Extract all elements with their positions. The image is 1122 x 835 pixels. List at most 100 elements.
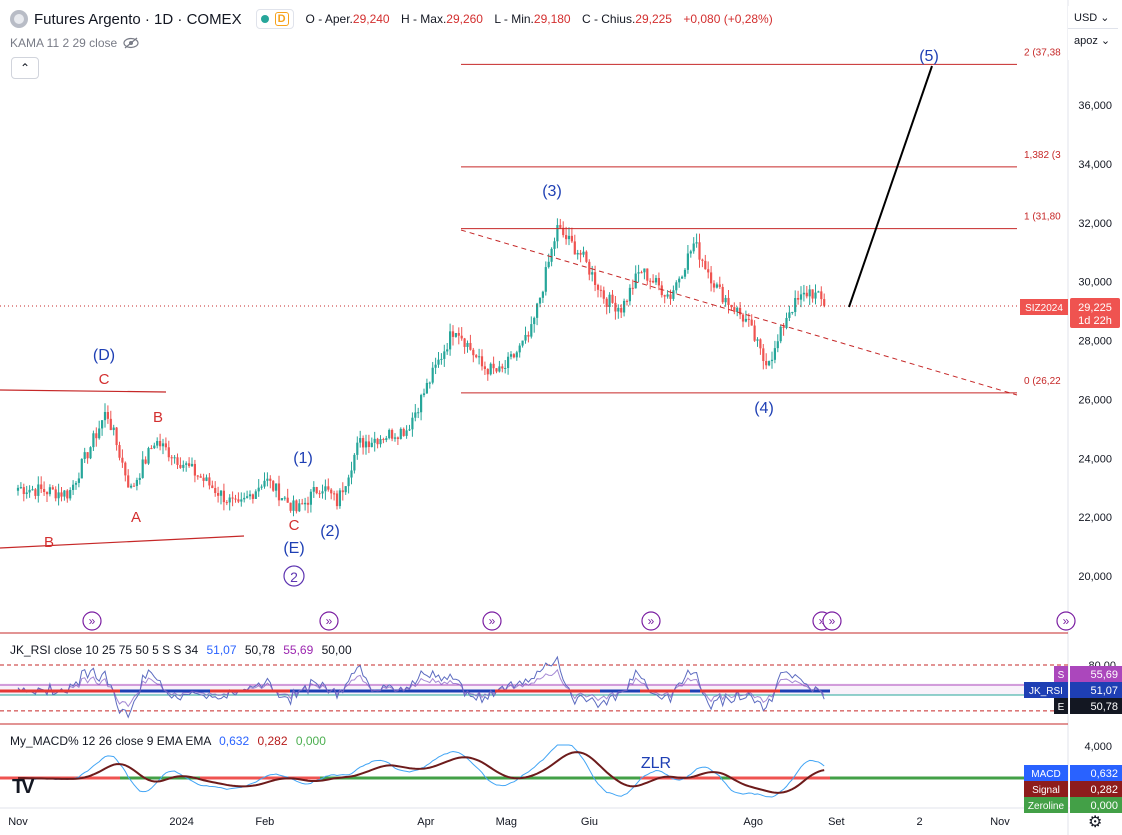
candle-body xyxy=(614,302,617,312)
price-tick-label: 24,000 xyxy=(1078,453,1112,465)
candle-body xyxy=(135,479,138,486)
gear-icon[interactable]: ⚙ xyxy=(1088,814,1103,831)
macd-value: 0,632 xyxy=(219,734,250,748)
macd-axis-label: 4,000 xyxy=(1084,741,1112,753)
candle-body xyxy=(678,278,681,283)
candle-body xyxy=(489,363,492,375)
candle-body xyxy=(164,443,167,448)
eye-hidden-icon[interactable] xyxy=(123,37,139,49)
candle-body xyxy=(298,503,301,512)
candle-body xyxy=(19,487,22,489)
candle-body xyxy=(669,294,672,299)
rsi-legend[interactable]: JK_RSI close 10 25 75 50 5 S S 34 51,07 … xyxy=(10,643,352,657)
candle-body xyxy=(156,440,159,446)
wave-label: B xyxy=(153,409,163,426)
candle-body xyxy=(460,335,463,339)
chart-header: Futures Argento · 1D · COMEX D O - Aper.… xyxy=(10,9,781,29)
candle-body xyxy=(533,317,536,325)
macd-legend[interactable]: My_MACD% 12 26 close 9 EMA EMA 0,632 0,2… xyxy=(10,734,326,748)
wave-label: B xyxy=(44,534,54,551)
candle-body xyxy=(547,261,550,268)
collapse-legend-button[interactable]: ⌃ xyxy=(11,57,39,79)
candle-body xyxy=(112,427,115,431)
candle-body xyxy=(576,252,579,255)
rsi-ema-value: 50,78 xyxy=(244,643,275,657)
candle-body xyxy=(567,235,571,240)
scale-mode-select[interactable]: apoz ⌄ xyxy=(1068,29,1118,51)
candle-body xyxy=(417,412,420,414)
symbol-title[interactable]: Futures Argento · 1D · COMEX xyxy=(34,10,242,28)
candle-body xyxy=(176,457,179,465)
macd-value-tag xyxy=(1070,797,1122,813)
candle-body xyxy=(512,354,515,358)
candle-body xyxy=(393,437,397,439)
rsi-tag-key-bg xyxy=(1054,666,1068,682)
kama-legend[interactable]: KAMA 11 2 29 close xyxy=(10,36,139,50)
fib-level-label: 2 (37,38 xyxy=(1024,47,1061,58)
candle-body xyxy=(411,417,414,430)
candle-body xyxy=(611,294,614,303)
candle-body xyxy=(660,285,663,296)
candle-body xyxy=(730,304,733,308)
candle-body xyxy=(185,463,188,465)
candle-body xyxy=(443,351,446,359)
candle-body xyxy=(486,369,489,375)
candle-body xyxy=(710,272,713,284)
event-marker-icon xyxy=(822,611,842,631)
candle-body xyxy=(402,428,405,436)
time-tick-label: Giu xyxy=(581,816,598,828)
candle-body xyxy=(396,437,399,439)
currency-select[interactable]: USD ⌄ xyxy=(1068,6,1118,28)
market-status-badge[interactable]: D xyxy=(255,9,294,29)
candle-body xyxy=(649,280,652,282)
candle-body xyxy=(301,503,304,505)
fib-level-label: 1,382 (3 xyxy=(1024,150,1061,161)
silver-symbol-icon xyxy=(10,10,28,28)
candle-body xyxy=(689,251,692,254)
candle-body xyxy=(408,429,411,431)
wave-label: (3) xyxy=(542,183,562,200)
signal-line xyxy=(17,751,825,794)
rsi-tag-value: 50,78 xyxy=(1090,701,1118,713)
candle-body xyxy=(750,319,753,326)
countdown-label: 1d 22h xyxy=(1078,315,1112,327)
wave-label: (1) xyxy=(293,450,313,467)
candle-body xyxy=(799,294,803,300)
candle-body xyxy=(712,283,716,288)
close-value: 29,225 xyxy=(635,12,672,26)
candle-body xyxy=(138,477,141,480)
candle-body xyxy=(437,359,440,365)
candle-body xyxy=(414,412,417,418)
chevron-up-icon: ⌃ xyxy=(19,61,31,75)
candle-body xyxy=(353,454,356,471)
time-tick-label: Ago xyxy=(743,816,763,828)
rsi-ema-line xyxy=(17,668,825,708)
candle-body xyxy=(654,277,658,283)
candle-body xyxy=(234,498,237,500)
price-tick-label: 36,000 xyxy=(1078,100,1112,112)
candle-body xyxy=(269,478,272,481)
candle-body xyxy=(498,366,501,372)
candle-body xyxy=(446,349,449,352)
change-value: +0,080 (+0,28%) xyxy=(683,12,773,26)
candle-body xyxy=(686,253,689,270)
event-marker-glyph: » xyxy=(326,614,333,628)
macd-tag-key-bg xyxy=(1024,781,1068,797)
candle-body xyxy=(736,307,739,312)
candle-body xyxy=(399,428,402,439)
candle-body xyxy=(756,339,759,341)
rsi-tag-key-bg xyxy=(1054,698,1068,714)
candle-body xyxy=(634,273,637,289)
candle-body xyxy=(330,489,333,494)
candle-body xyxy=(83,452,86,459)
candle-body xyxy=(370,442,373,448)
candle-body xyxy=(791,311,794,313)
candle-body xyxy=(428,382,431,384)
candle-body xyxy=(814,292,817,299)
time-tick-label: Feb xyxy=(255,816,274,828)
candle-body xyxy=(196,475,199,477)
candle-body xyxy=(663,295,666,297)
zeroline-value: 0,000 xyxy=(295,734,326,748)
